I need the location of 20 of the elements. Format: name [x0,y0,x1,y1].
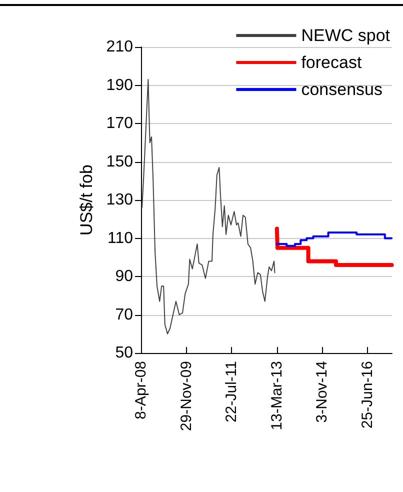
line-series [141,79,276,334]
y-tick-label: 50 [115,344,134,362]
y-tick-label: 170 [106,115,134,132]
y-axis-title: US$/t fob [77,164,96,236]
legend-label: NEWC spot [301,26,390,45]
y-tick-label: 190 [106,76,134,94]
y-tick-label: 210 [106,38,134,56]
x-tick-label: 13-Mar-13 [268,361,286,430]
x-tick-label: 8-Apr-08 [132,361,150,420]
y-tick-label: 130 [106,192,134,208]
y-tick-label: 70 [115,306,134,324]
y-tick-label: 110 [107,230,134,247]
legend-label: consensus [301,80,382,99]
y-tick-label: 90 [115,268,134,285]
x-tick-label: 25-Jun-16 [359,361,376,429]
x-tick-label: 29-Nov-09 [178,361,195,432]
x-tick-label: 3-Nov-14 [314,361,331,423]
x-tick-label: 22-Jul-11 [223,361,240,422]
y-tick-label: 150 [106,153,134,170]
legend-label: forecast [301,53,362,72]
